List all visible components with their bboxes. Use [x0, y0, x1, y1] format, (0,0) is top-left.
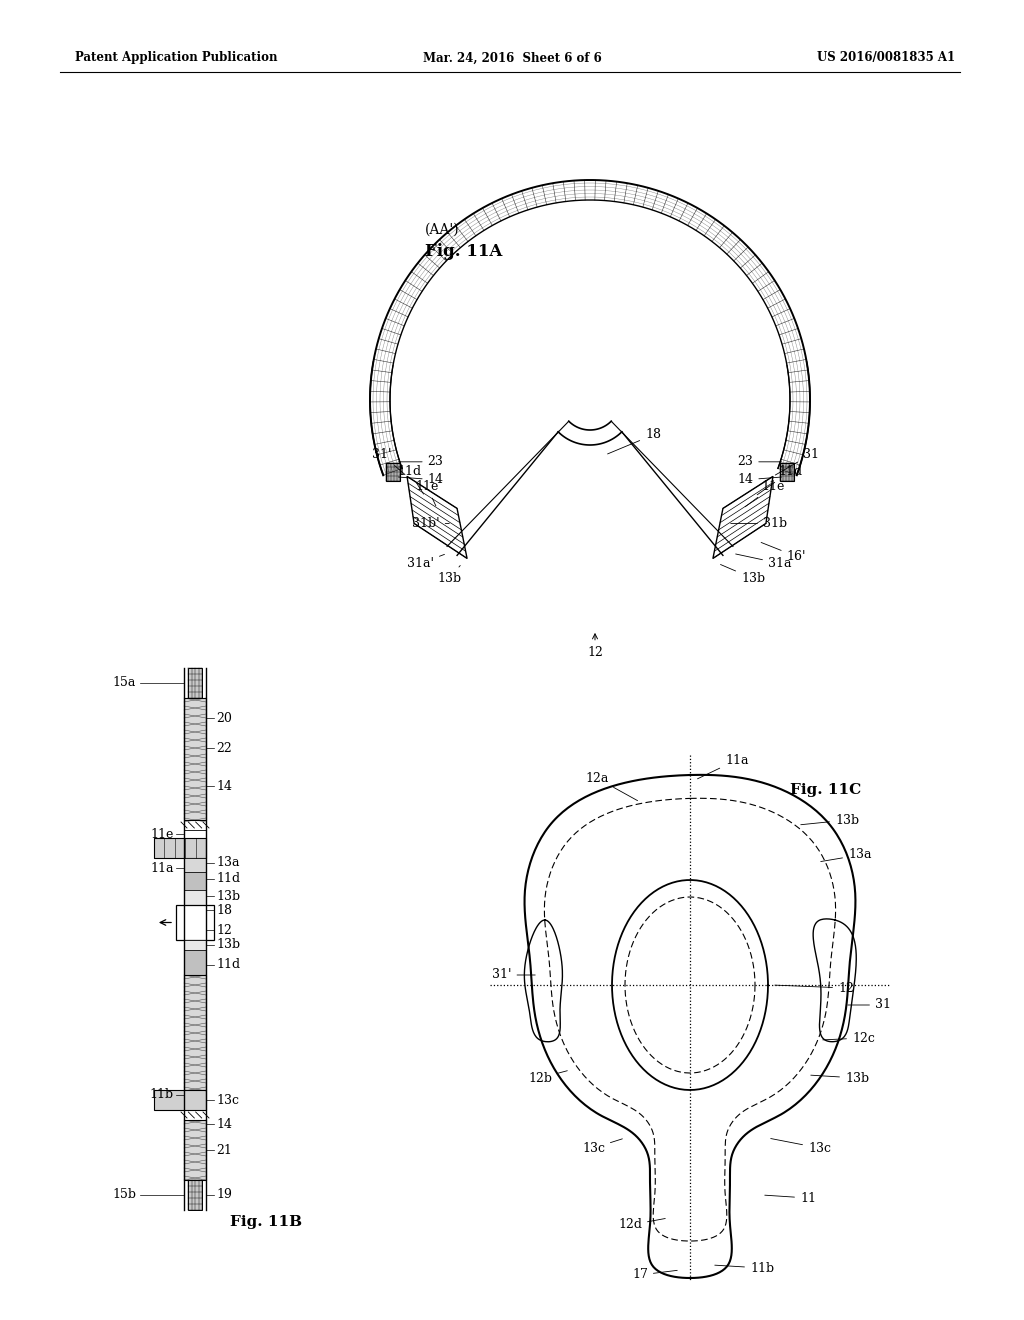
Text: 13b: 13b	[437, 565, 461, 585]
Polygon shape	[408, 477, 467, 558]
Text: 18: 18	[607, 429, 662, 454]
Text: 14: 14	[216, 780, 232, 792]
Text: 12: 12	[216, 924, 231, 936]
Text: Fig. 11A: Fig. 11A	[425, 243, 503, 260]
Text: 31: 31	[848, 998, 891, 1011]
Text: 11a: 11a	[151, 862, 174, 874]
Text: 13b: 13b	[216, 939, 240, 952]
Bar	[154, 1090, 206, 1110]
Text: (AA'): (AA')	[425, 223, 460, 238]
Bar	[184, 940, 206, 950]
Text: 11e: 11e	[745, 480, 784, 507]
Text: 17: 17	[632, 1269, 677, 1282]
Bar	[184, 975, 206, 1090]
Bar	[780, 463, 795, 480]
Text: Fig. 11C: Fig. 11C	[790, 783, 861, 797]
Polygon shape	[713, 477, 773, 558]
Text: Mar. 24, 2016  Sheet 6 of 6: Mar. 24, 2016 Sheet 6 of 6	[423, 51, 601, 65]
Bar	[188, 1180, 202, 1210]
Text: 14: 14	[216, 1118, 232, 1130]
Text: 31': 31'	[492, 969, 536, 982]
Text: 11b: 11b	[150, 1089, 174, 1101]
Text: 11d: 11d	[216, 873, 240, 886]
Text: 13c: 13c	[582, 1139, 623, 1155]
Text: 12: 12	[775, 982, 854, 994]
Text: 13b: 13b	[811, 1072, 869, 1085]
Bar	[188, 668, 202, 698]
Text: 11d: 11d	[397, 465, 424, 494]
Text: 23: 23	[398, 455, 443, 469]
Bar	[184, 858, 206, 873]
Text: 31a': 31a'	[408, 554, 444, 570]
Text: 11b: 11b	[715, 1262, 774, 1275]
Text: US 2016/0081835 A1: US 2016/0081835 A1	[817, 51, 955, 65]
Text: 31: 31	[775, 447, 819, 475]
Text: 12b: 12b	[528, 1071, 567, 1085]
Text: 11d: 11d	[757, 465, 802, 495]
Text: 31': 31'	[372, 447, 404, 475]
Text: 13a: 13a	[821, 849, 871, 862]
Bar	[184, 1119, 206, 1180]
Text: 11e: 11e	[151, 828, 174, 841]
Bar	[184, 873, 206, 890]
Text: 11d: 11d	[216, 958, 240, 972]
Text: 11a: 11a	[697, 754, 749, 779]
Text: 20: 20	[216, 711, 231, 725]
Text: 12a: 12a	[585, 771, 638, 801]
Text: 13a: 13a	[216, 857, 240, 870]
Text: 16': 16'	[761, 543, 806, 562]
Bar	[184, 950, 206, 975]
Text: 13b: 13b	[216, 890, 240, 903]
Text: 18: 18	[216, 903, 232, 916]
Bar	[184, 890, 206, 906]
Text: 12d: 12d	[618, 1218, 666, 1232]
Text: 12: 12	[587, 634, 603, 659]
Text: Fig. 11B: Fig. 11B	[230, 1214, 302, 1229]
Text: 13b: 13b	[801, 813, 859, 826]
Text: 31a: 31a	[735, 554, 792, 570]
Text: 13c: 13c	[216, 1093, 239, 1106]
Bar	[154, 838, 206, 858]
Text: 31b': 31b'	[412, 517, 450, 529]
Text: 13b: 13b	[721, 565, 765, 585]
Text: 15b: 15b	[112, 1188, 136, 1201]
Text: 19: 19	[216, 1188, 231, 1201]
Text: 12c: 12c	[822, 1031, 874, 1044]
Text: 15a: 15a	[113, 676, 136, 689]
Text: 21: 21	[216, 1143, 231, 1156]
Text: 13c: 13c	[771, 1139, 831, 1155]
Text: 23: 23	[737, 455, 781, 469]
Text: Patent Application Publication: Patent Application Publication	[75, 51, 278, 65]
Bar	[184, 698, 206, 820]
Text: 11: 11	[765, 1192, 816, 1204]
Text: 11e: 11e	[415, 480, 438, 506]
Text: 22: 22	[216, 742, 231, 755]
Text: 14: 14	[737, 474, 781, 486]
Text: 14: 14	[398, 474, 443, 486]
Bar	[386, 463, 399, 480]
Text: 31b: 31b	[731, 517, 787, 529]
Bar	[176, 906, 214, 940]
